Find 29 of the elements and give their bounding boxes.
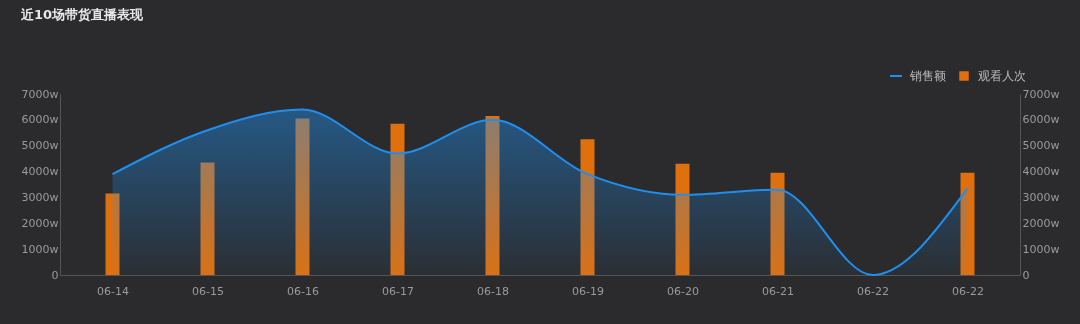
x-tick-label: 06-19 [572,284,604,298]
y-tick-label: 7000w [21,87,59,101]
y-tick-label: 1000w [21,242,59,256]
x-tick-label: 06-20 [667,284,699,298]
chart-title: 近10场带货直播表现 [20,7,145,22]
y2-tick-label: 3000w [1022,190,1060,204]
x-tick-label: 06-16 [287,284,319,298]
x-tick-label: 06-22 [857,284,889,298]
y2-tick-label: 6000w [1022,113,1060,127]
y2-tick-label: 7000w [1022,87,1060,101]
y-tick-label: 4000w [21,165,59,179]
y-tick-label: 0 [51,268,59,282]
x-tick-label: 06-15 [192,284,224,298]
x-tick-label: 06-21 [762,284,794,298]
y-tick-label: 5000w [21,139,59,153]
legend-label: 销售额 [909,69,946,83]
x-tick-label: 06-14 [97,284,129,298]
x-tick-label: 06-22 [952,284,984,298]
y-tick-label: 6000w [21,113,59,127]
legend-label: 观看人次 [978,69,1026,83]
y2-tick-label: 2000w [1022,216,1060,230]
y2-tick-label: 5000w [1022,139,1060,153]
y2-tick-label: 1000w [1022,242,1060,256]
y-tick-label: 2000w [21,216,59,230]
y-tick-label: 3000w [21,190,59,204]
y2-tick-label: 4000w [1022,165,1060,179]
y2-tick-label: 0 [1022,268,1030,282]
x-tick-label: 06-18 [477,284,509,298]
x-tick-label: 06-17 [382,284,414,298]
